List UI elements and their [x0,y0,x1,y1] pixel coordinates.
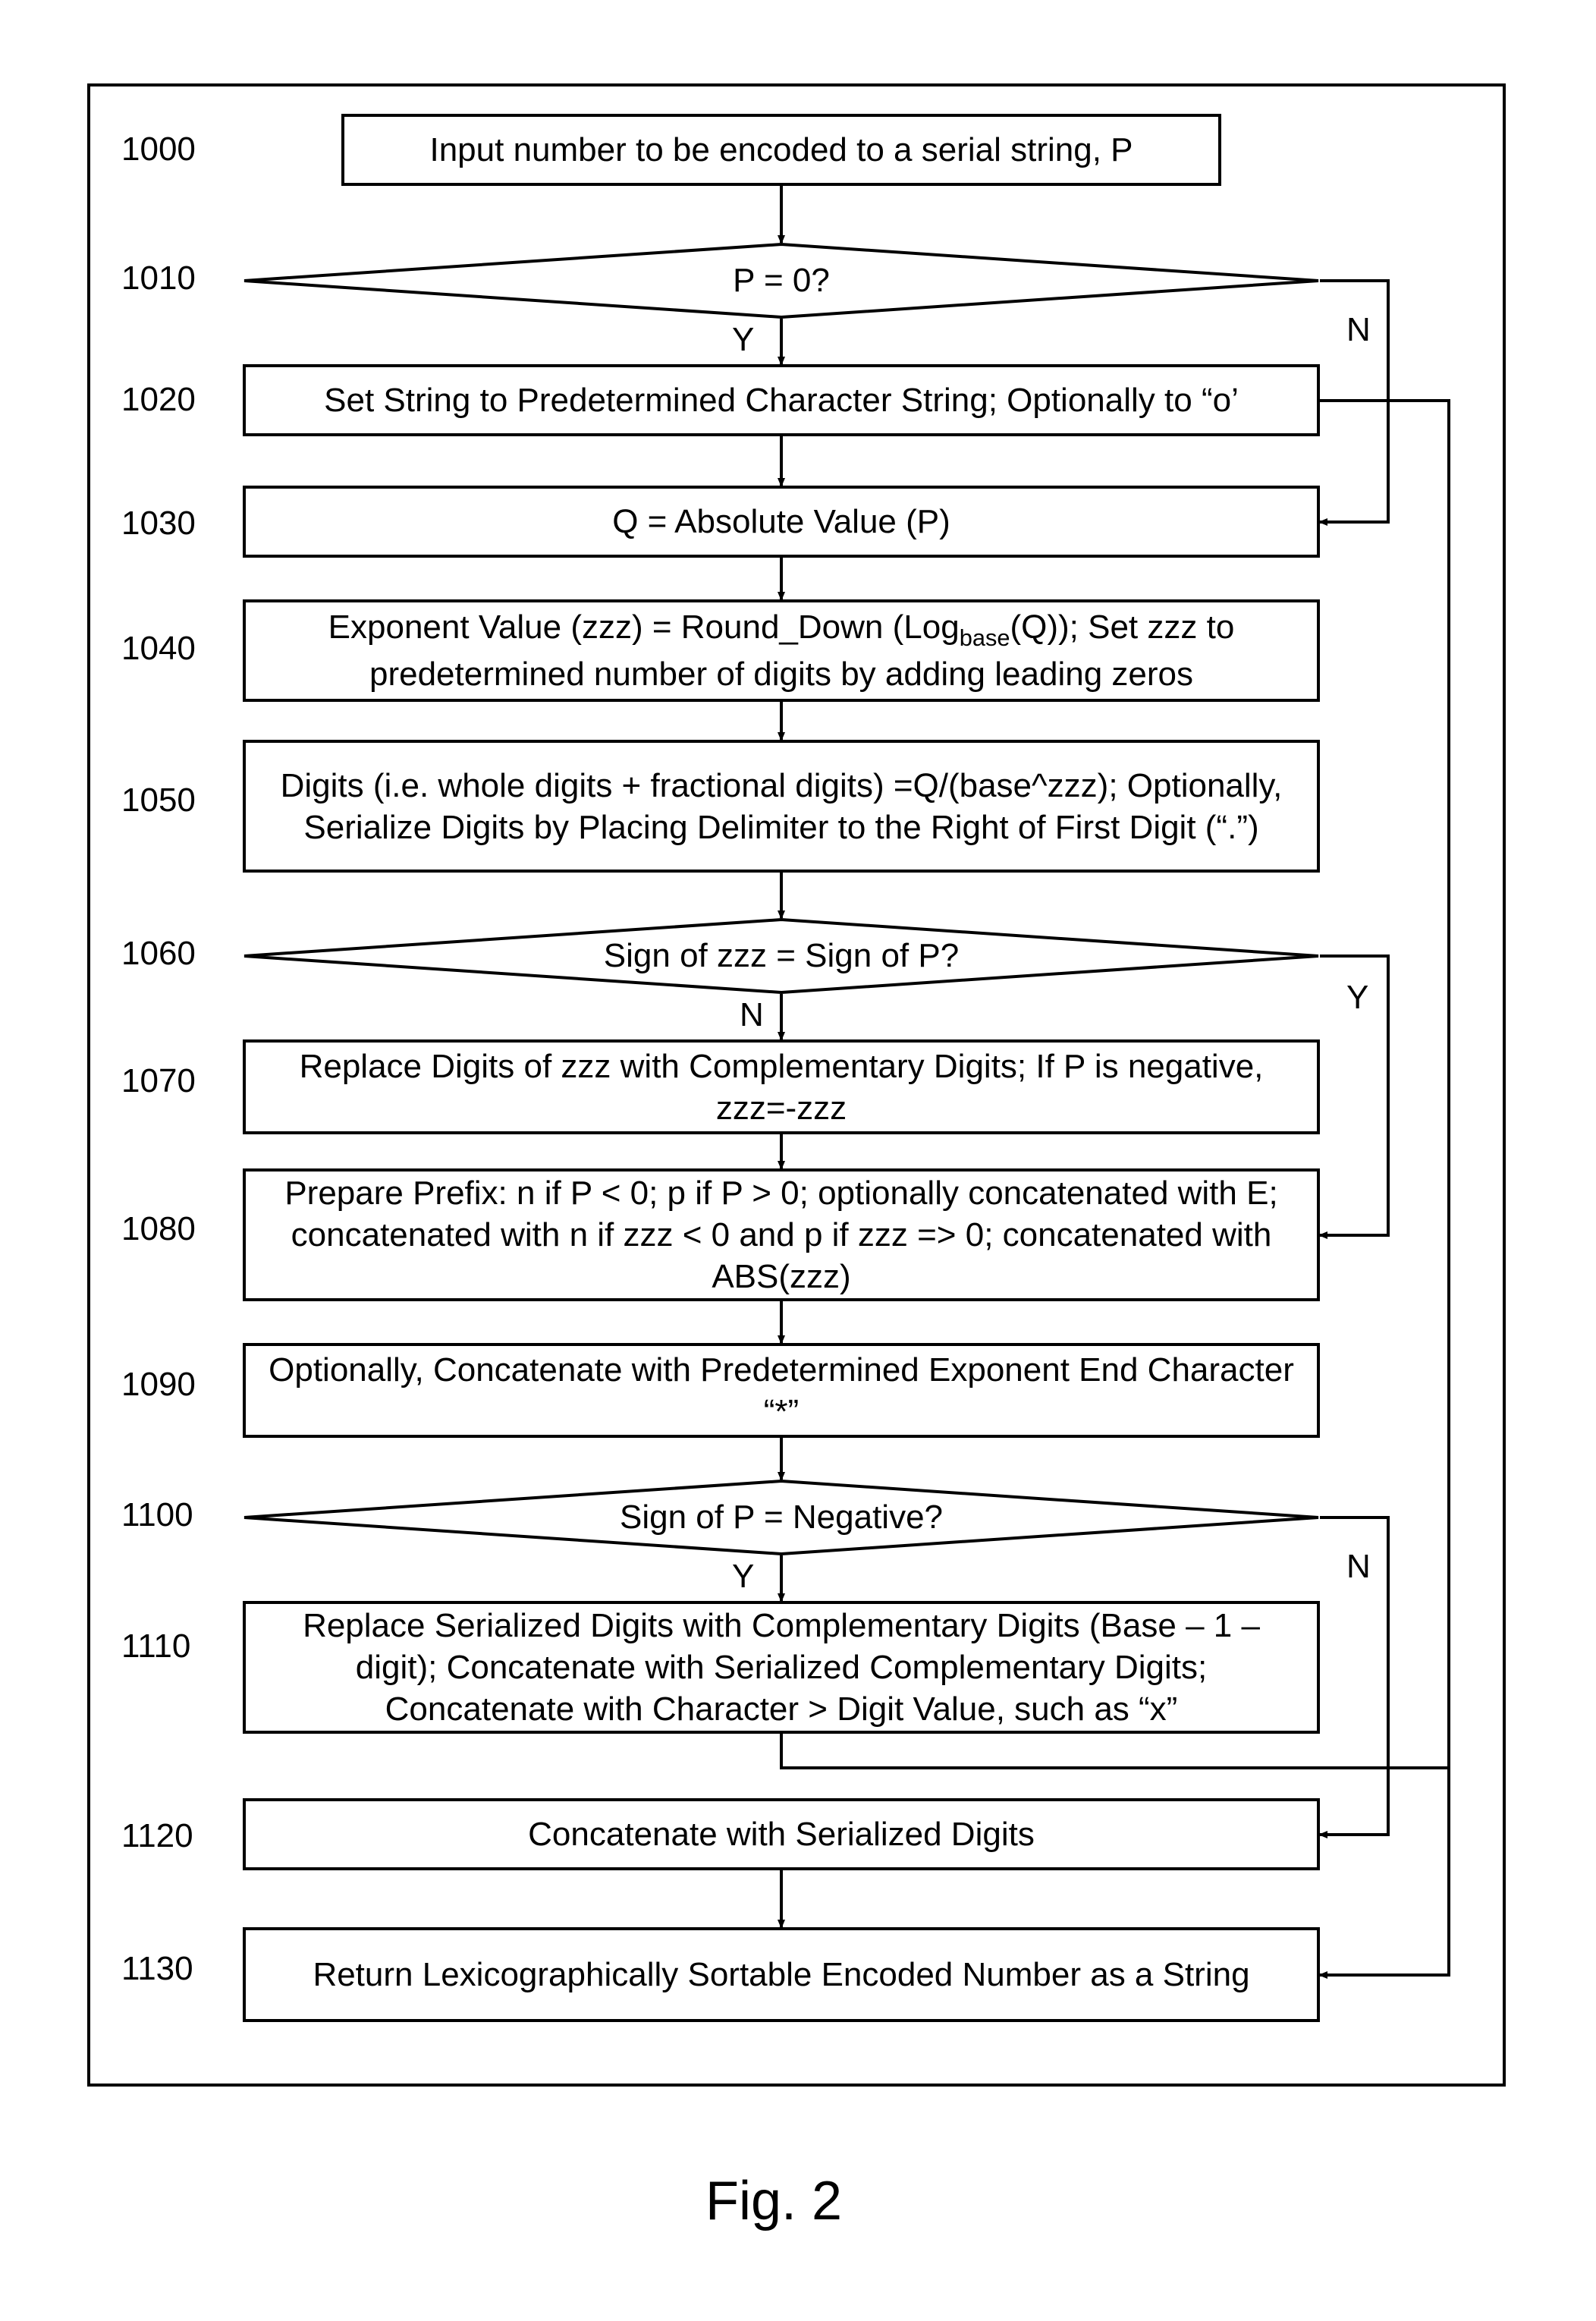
step-label-1020: 1020 [121,381,196,419]
step-label-1130: 1130 [121,1950,193,1988]
process-text: Prepare Prefix: n if P < 0; p if P > 0; … [261,1172,1302,1297]
process-text: Digits (i.e. whole digits + fractional d… [261,765,1302,848]
decision-1060: Sign of zzz = Sign of P? [243,918,1320,994]
process-box-1080: Prepare Prefix: n if P < 0; p if P > 0; … [243,1168,1320,1301]
process-text: Input number to be encoded to a serial s… [429,129,1133,171]
step-label-1090: 1090 [121,1366,196,1404]
edge-label-y: Y [732,321,754,359]
process-box-1020: Set String to Predetermined Character St… [243,364,1320,436]
process-box-1050: Digits (i.e. whole digits + fractional d… [243,740,1320,873]
decision-1010: P = 0? [243,243,1320,319]
step-label-1100: 1100 [121,1496,193,1534]
edge-label-y: Y [1346,979,1368,1017]
step-label-1060: 1060 [121,935,196,973]
step-label-1070: 1070 [121,1062,196,1100]
process-text: Exponent Value (zzz) = Round_Down (Logba… [328,606,1235,694]
edge-label-y: Y [732,1558,754,1596]
process-box-1040: Exponent Value (zzz) = Round_Down (Logba… [243,599,1320,702]
decision-text: Sign of P = Negative? [243,1480,1320,1555]
page: 1000 1010 1020 1030 1040 1050 1060 1070 … [0,0,1596,2321]
decision-1100: Sign of P = Negative? [243,1480,1320,1555]
process-box-1130: Return Lexicographically Sortable Encode… [243,1927,1320,2022]
process-text: Concatenate with Serialized Digits [528,1813,1035,1855]
step-label-1010: 1010 [121,259,196,297]
step-label-1110: 1110 [121,1628,190,1665]
step-label-1120: 1120 [121,1817,193,1855]
process-text: Q = Absolute Value (P) [612,501,950,543]
figure-caption: Fig. 2 [705,2170,842,2232]
process-text: Replace Serialized Digits with Complemen… [261,1605,1302,1730]
step-label-1050: 1050 [121,782,196,819]
edge-label-n: N [1346,311,1371,349]
process-box-1120: Concatenate with Serialized Digits [243,1798,1320,1870]
process-text: Set String to Predetermined Character St… [324,379,1239,421]
process-text: Replace Digits of zzz with Complementary… [261,1046,1302,1129]
process-box-1030: Q = Absolute Value (P) [243,486,1320,558]
process-box-1110: Replace Serialized Digits with Complemen… [243,1601,1320,1734]
process-text: Optionally, Concatenate with Predetermin… [261,1349,1302,1433]
edge-label-n: N [1346,1548,1371,1586]
decision-text: P = 0? [243,243,1320,319]
step-label-1080: 1080 [121,1210,196,1248]
decision-text: Sign of zzz = Sign of P? [243,918,1320,994]
process-text: Return Lexicographically Sortable Encode… [313,1954,1249,1995]
step-label-1030: 1030 [121,505,196,543]
edge-label-n: N [740,996,764,1034]
step-label-1040: 1040 [121,630,196,668]
process-box-1000: Input number to be encoded to a serial s… [341,114,1221,186]
process-box-1090: Optionally, Concatenate with Predetermin… [243,1343,1320,1438]
step-label-1000: 1000 [121,131,196,168]
process-box-1070: Replace Digits of zzz with Complementary… [243,1039,1320,1134]
